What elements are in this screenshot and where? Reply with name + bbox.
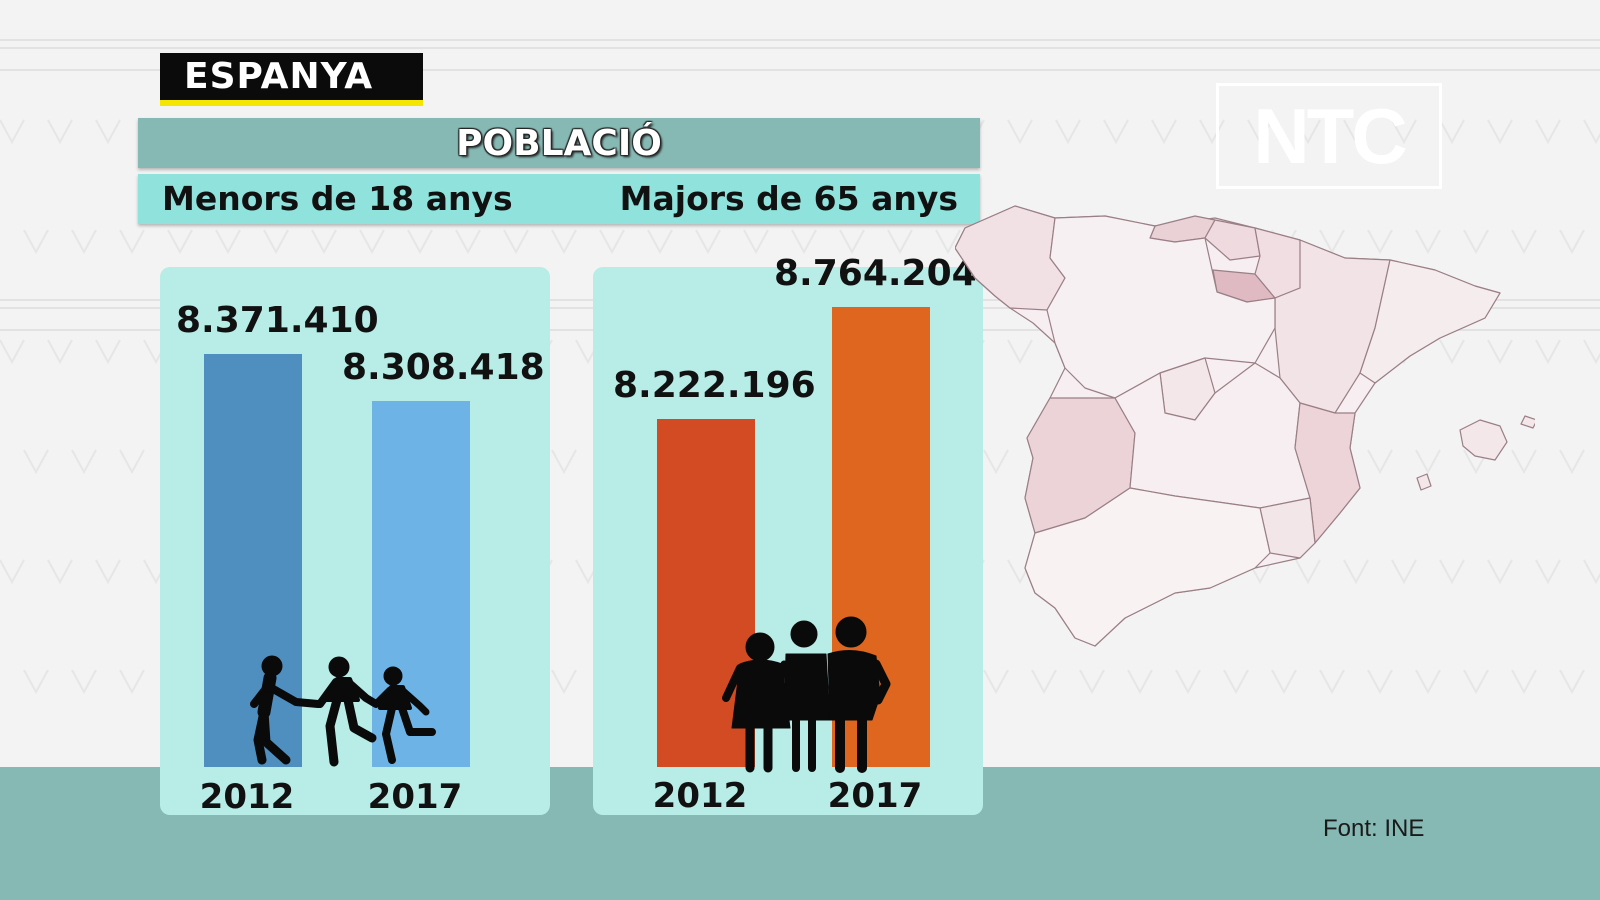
source-label: Font: INE (1323, 815, 1425, 842)
ntc-logo: NTC (1216, 83, 1442, 189)
map-basque (1204, 219, 1261, 261)
value-label-minors-2012: 8.371.410 (176, 300, 379, 341)
elderly-people-icon (722, 616, 891, 773)
group-label-minors: Menors de 18 anys (162, 179, 513, 218)
group-label-seniors: Majors de 65 anys (619, 179, 958, 218)
year-label-minors-2017: 2017 (368, 777, 463, 817)
year-label-seniors-2012: 2012 (653, 776, 748, 816)
country-label: ESPANYA (160, 53, 423, 106)
value-label-minors-2017: 8.308.418 (342, 347, 545, 388)
spain-map (955, 205, 1535, 647)
map-catalonia (1359, 259, 1501, 384)
value-label-seniors-2017: 8.764.204 (774, 253, 977, 294)
chart-title: POBLACIÓ (138, 118, 980, 168)
map-ibiza (1416, 473, 1432, 491)
bar-minors-2017 (372, 401, 470, 767)
map-galicia (955, 205, 1066, 311)
children-running-icon (250, 655, 436, 767)
map-mallorca (1459, 419, 1508, 461)
map-andalusia (1024, 487, 1271, 647)
value-label-seniors-2012: 8.222.196 (613, 365, 816, 406)
group-labels-bar: Menors de 18 anys Majors de 65 anys (138, 174, 980, 224)
year-label-seniors-2017: 2017 (828, 776, 923, 816)
map-menorca (1520, 415, 1535, 429)
year-label-minors-2012: 2012 (200, 777, 295, 817)
